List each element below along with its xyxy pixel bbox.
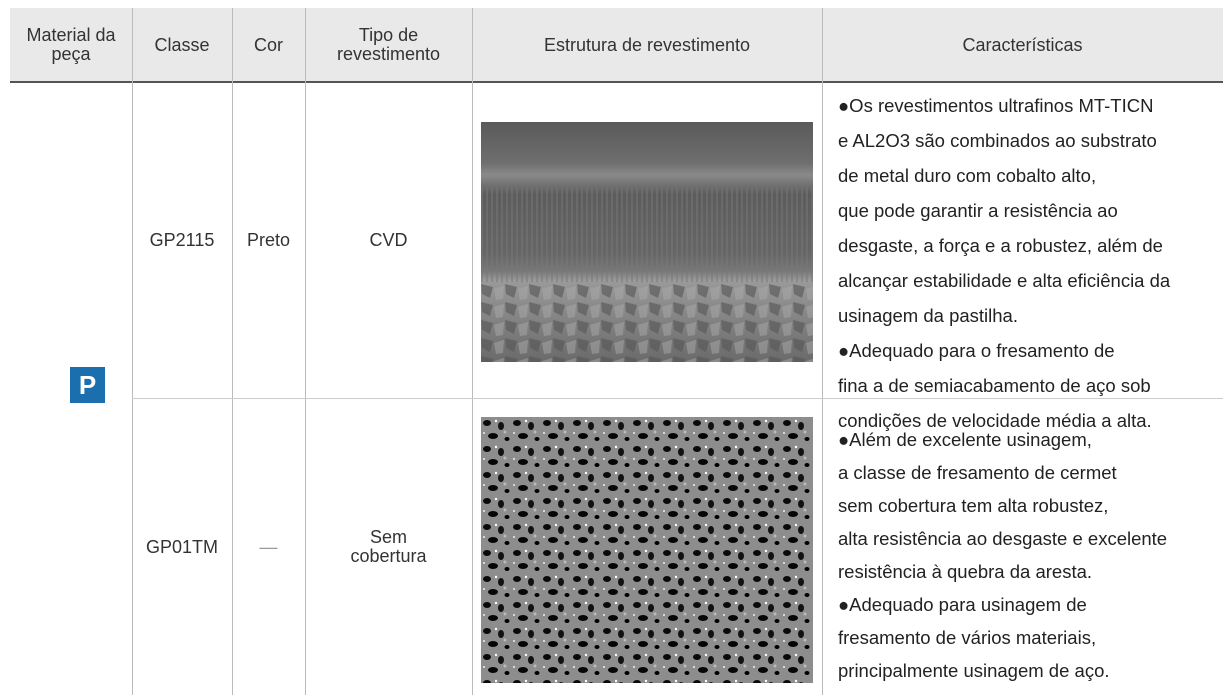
characteristic-line: fresamento de vários materiais, — [838, 627, 1097, 648]
characteristic-line: condições de velocidade média a alta. — [838, 410, 1152, 431]
row-line — [132, 398, 1223, 399]
column-line — [132, 8, 133, 695]
coating-image — [481, 417, 813, 683]
characteristic-line: de metal duro com cobalto alto, — [838, 165, 1097, 186]
coating-cell: Sem cobertura — [350, 527, 427, 566]
characteristic-line: ●Os revestimentos ultrafinos MT-TICN — [838, 95, 1154, 116]
characteristic-line: usinagem da pastilha. — [838, 305, 1018, 326]
characteristic-line: alcançar estabilidade e alta eficiência … — [838, 270, 1171, 291]
characteristic-line: resistência à quebra da aresta. — [838, 561, 1093, 582]
characteristic-line: alta resistência ao desgaste e excelente — [838, 528, 1168, 549]
characteristic-line: ●Adequado para o fresamento de — [838, 340, 1115, 361]
header-band — [10, 8, 1223, 83]
header-cell: Características — [962, 34, 1083, 55]
column-line — [232, 8, 233, 695]
characteristics: ●Além de excelente usinagem, a classe de … — [838, 423, 1167, 687]
characteristic-line: sem cobertura tem alta robustez, — [838, 495, 1109, 516]
material-badge: P — [70, 367, 105, 403]
characteristic-line: a classe de fresamento de cermet — [838, 462, 1117, 483]
characteristics: ●Os revestimentos ultrafinos MT-TICN e AL… — [838, 88, 1170, 438]
characteristic-line: que pode garantir a resistência ao — [838, 200, 1118, 221]
column-line — [822, 8, 823, 695]
class-cell: GP01TM — [145, 536, 219, 557]
characteristic-line: ●Adequado para usinagem de — [838, 594, 1087, 615]
characteristic-line: desgaste, a força e a robustez, além de — [838, 235, 1163, 256]
coating-cell: CVD — [369, 229, 408, 250]
column-line — [472, 8, 473, 695]
header-cell: Tipo de revestimento — [336, 25, 441, 64]
class-cell: GP2115 — [149, 229, 215, 250]
header-cell: Estrutura de revestimento — [543, 34, 751, 55]
characteristic-line: ●Além de excelente usinagem, — [838, 429, 1092, 450]
characteristic-line: fina a de semiacabamento de aço sob — [838, 375, 1151, 396]
header-cell: Material da peça — [26, 25, 116, 64]
characteristic-line: principalmente usinagem de aço. — [838, 660, 1110, 681]
characteristic-line: e AL2O3 são combinados ao substrato — [838, 130, 1157, 151]
coating-image — [481, 122, 813, 362]
header-cell: Classe — [154, 34, 210, 55]
color-cell: Preto — [246, 229, 291, 250]
column-line — [305, 8, 306, 695]
header-cell: Cor — [253, 34, 283, 55]
color-cell: — — [259, 536, 278, 557]
